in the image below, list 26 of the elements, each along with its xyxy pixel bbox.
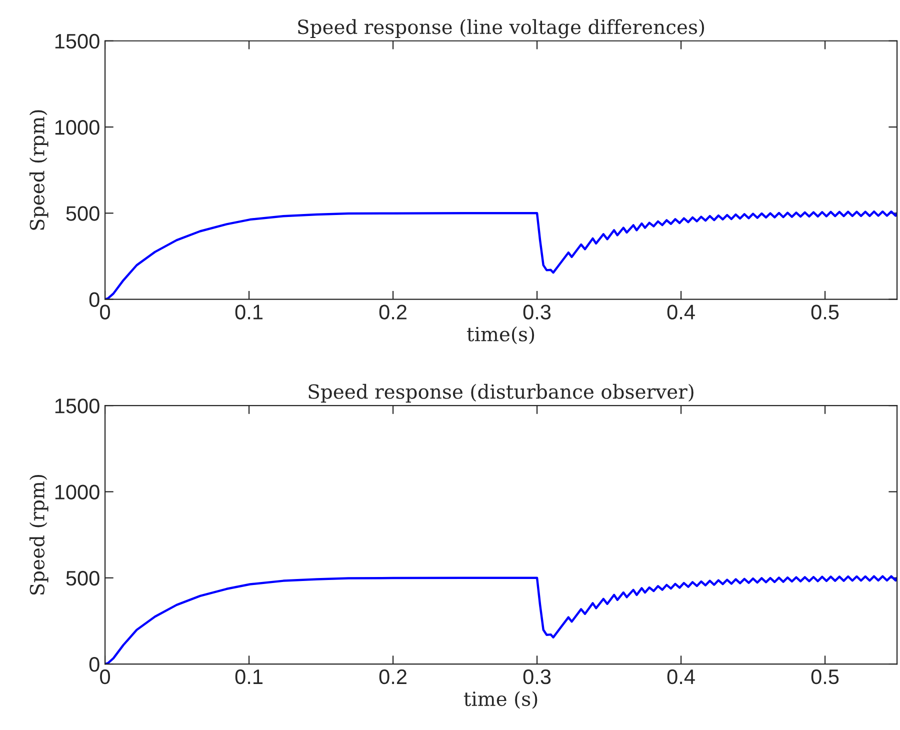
x-tick-label: 0.2 bbox=[379, 304, 406, 320]
x-tick-label: 0.4 bbox=[667, 304, 695, 320]
y-tick-label: 1000 bbox=[55, 484, 100, 500]
y-tick-label: 1000 bbox=[55, 120, 100, 135]
x-tick-label: 0.5 bbox=[811, 304, 839, 320]
x-tick-label: 0.3 bbox=[523, 304, 551, 320]
x-tick-label: 0 bbox=[100, 304, 110, 320]
y-tick-label: 0 bbox=[89, 292, 100, 308]
y-tick-label: 500 bbox=[66, 206, 100, 221]
x-axis-title: time(s) bbox=[467, 326, 534, 344]
x-axis-title: time (s) bbox=[464, 691, 538, 709]
x-tick-label: 0.2 bbox=[379, 669, 406, 684]
x-tick-label: 0.5 bbox=[811, 669, 839, 684]
y-axis-title: Speed (rpm) bbox=[29, 110, 48, 230]
y-tick-label: 1500 bbox=[55, 398, 100, 414]
y-tick-label: 500 bbox=[66, 570, 100, 586]
x-tick-label: 0.3 bbox=[523, 669, 551, 684]
y-tick-label: 0 bbox=[89, 657, 100, 672]
x-tick-label: 0.1 bbox=[235, 669, 262, 684]
x-tick-label: 0.1 bbox=[235, 304, 262, 320]
y-axis-title: Speed (rpm) bbox=[29, 474, 48, 595]
chart-title: Speed response (disturbance observer) bbox=[308, 384, 694, 403]
x-tick-label: 0 bbox=[100, 669, 110, 684]
x-tick-label: 0.4 bbox=[667, 669, 695, 684]
y-tick-label: 1500 bbox=[55, 34, 100, 49]
chart-title: Speed response (line voltage differences) bbox=[298, 19, 704, 38]
